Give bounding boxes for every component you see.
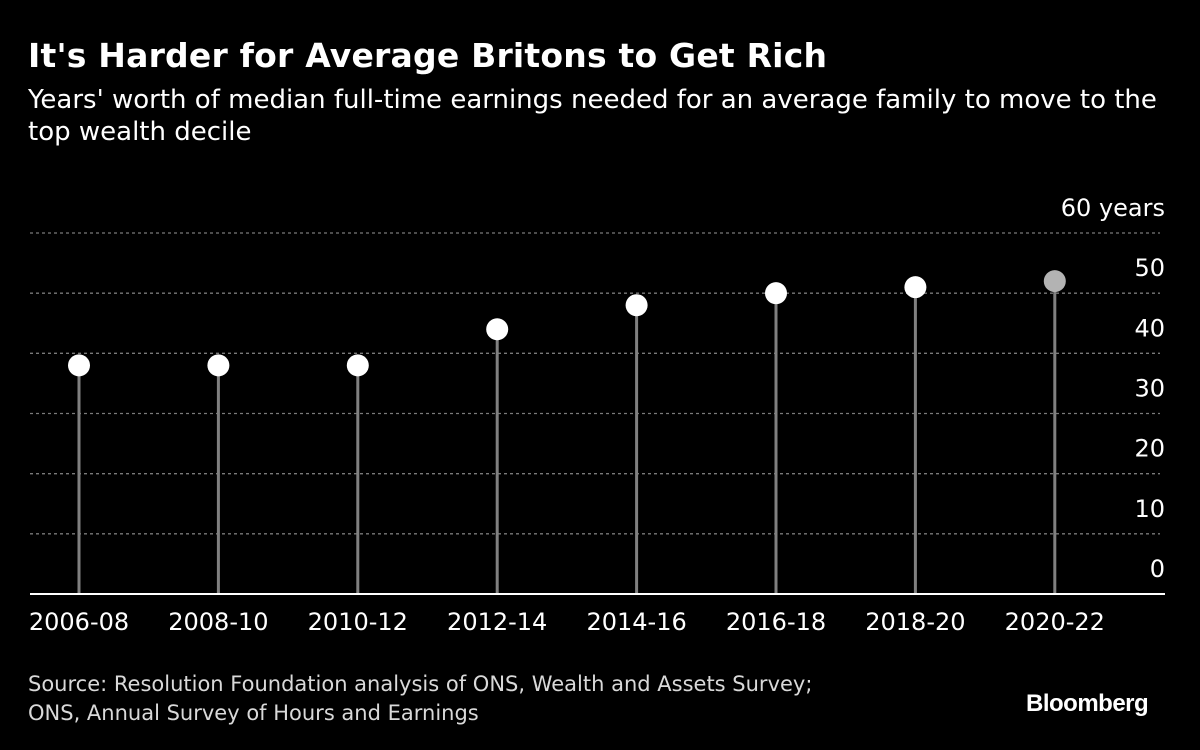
lollipop-marker <box>1043 270 1066 293</box>
y-tick-label: 40 <box>1134 314 1165 342</box>
bloomberg-logo: Bloomberg <box>1026 690 1149 717</box>
x-tick-label: 2014-16 <box>586 608 686 636</box>
lollipop-marker <box>68 354 90 377</box>
chart-title: It's Harder for Average Britons to Get R… <box>28 36 828 75</box>
lollipop-marker <box>486 318 509 341</box>
y-tick-label: 0 <box>1150 555 1165 583</box>
lollipop-marker <box>346 354 369 377</box>
x-tick-label: 2012-14 <box>447 608 547 636</box>
lollipop-marker <box>765 282 787 305</box>
y-tick-label: 20 <box>1134 435 1165 463</box>
chart-subtitle: Years' worth of median full-time earning… <box>28 85 1157 147</box>
lollipop-marker <box>207 354 230 377</box>
x-tick-label: 2018-20 <box>865 608 965 636</box>
source-line-1: Source: Resolution Foundation analysis o… <box>28 672 813 696</box>
x-tick-label: 2016-18 <box>726 608 826 636</box>
y-tick-label: 10 <box>1134 495 1165 523</box>
source-line-2: ONS, Annual Survey of Hours and Earnings <box>28 701 479 725</box>
x-tick-label: 2006-08 <box>29 608 129 636</box>
y-tick-label: 60 years <box>1061 194 1165 222</box>
x-tick-label: 2008-10 <box>168 608 268 636</box>
lollipop-marker <box>625 294 648 317</box>
y-tick-label: 30 <box>1134 375 1165 403</box>
x-tick-label: 2020-22 <box>1005 608 1105 636</box>
source-note: Source: Resolution Foundation analysis o… <box>28 670 812 728</box>
lollipop-marker <box>904 276 927 299</box>
x-tick-label: 2010-12 <box>308 608 408 636</box>
y-tick-label: 50 <box>1134 254 1165 282</box>
